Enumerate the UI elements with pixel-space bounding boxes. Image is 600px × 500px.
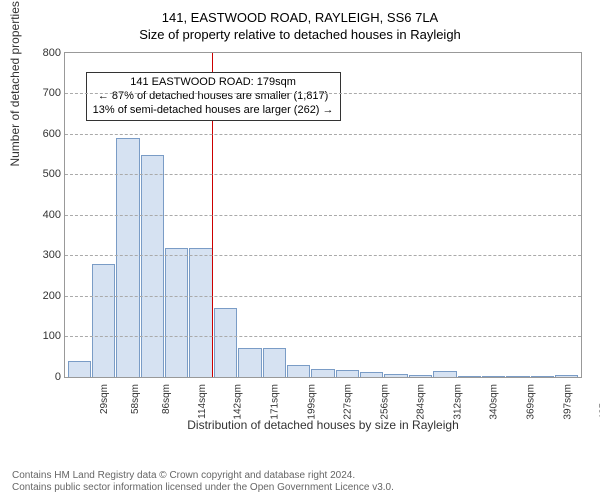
address-title: 141, EASTWOOD ROAD, RAYLEIGH, SS6 7LA (12, 10, 588, 27)
x-ticks-group: 29sqm58sqm86sqm114sqm142sqm171sqm199sqm2… (64, 378, 582, 389)
x-tick-label: 171sqm (270, 384, 281, 420)
y-tick-label: 0 (33, 371, 61, 383)
x-tick-label: 114sqm (196, 384, 207, 419)
x-tick-label: 312sqm (452, 384, 463, 420)
y-tick-label: 600 (33, 128, 61, 140)
x-tick-label: 369sqm (526, 384, 537, 420)
gridline (65, 255, 581, 256)
y-tick-label: 100 (33, 330, 61, 342)
histogram-bar (384, 374, 407, 376)
info-line-2: ← 87% of detached houses are smaller (1,… (93, 90, 334, 104)
y-tick-label: 800 (33, 47, 61, 59)
histogram-bar (336, 370, 359, 377)
chart-container: 141, EASTWOOD ROAD, RAYLEIGH, SS6 7LA Si… (0, 0, 600, 500)
footer-line-1: Contains HM Land Registry data © Crown c… (12, 470, 394, 482)
x-tick-label: 340sqm (489, 384, 500, 420)
gridline (65, 134, 581, 135)
histogram-bar (506, 376, 529, 377)
histogram-bar (214, 308, 237, 377)
y-tick-label: 300 (33, 249, 61, 261)
histogram-bar (311, 369, 334, 377)
histogram-bar (189, 248, 212, 377)
histogram-bar (433, 371, 456, 377)
info-line-1: 141 EASTWOOD ROAD: 179sqm (93, 76, 334, 90)
x-tick-label: 227sqm (343, 384, 354, 420)
y-tick-label: 500 (33, 168, 61, 180)
y-tick-label: 700 (33, 87, 61, 99)
plot-area: 141 EASTWOOD ROAD: 179sqm ← 87% of detac… (64, 52, 582, 378)
footer: Contains HM Land Registry data © Crown c… (12, 470, 394, 494)
x-tick-label: 284sqm (416, 384, 427, 420)
histogram-bar (263, 348, 286, 377)
histogram-bar (287, 365, 310, 377)
histogram-bar (92, 264, 115, 377)
histogram-bar (165, 248, 188, 377)
x-tick-label: 256sqm (379, 384, 390, 420)
histogram-bar (531, 376, 554, 377)
x-tick-label: 142sqm (233, 384, 244, 420)
gridline (65, 93, 581, 94)
histogram-bar (360, 372, 383, 377)
x-axis-label: Distribution of detached houses by size … (64, 418, 582, 432)
footer-line-2: Contains public sector information licen… (12, 482, 394, 494)
gridline (65, 215, 581, 216)
x-tick-label: 199sqm (306, 384, 317, 420)
y-tick-label: 200 (33, 290, 61, 302)
histogram-bar (482, 376, 505, 377)
histogram-bar (238, 348, 261, 377)
gridline (65, 296, 581, 297)
chart-subtitle: Size of property relative to detached ho… (12, 27, 588, 44)
gridline (65, 336, 581, 337)
x-tick-label: 29sqm (99, 384, 110, 414)
gridline (65, 174, 581, 175)
x-tick-label: 397sqm (562, 384, 573, 420)
histogram-bar (555, 375, 578, 377)
histogram-bar (458, 376, 481, 377)
info-box: 141 EASTWOOD ROAD: 179sqm ← 87% of detac… (86, 72, 341, 121)
chart-wrap: Number of detached properties 141 EASTWO… (12, 46, 588, 436)
y-tick-label: 400 (33, 209, 61, 221)
y-axis-label: Number of detached properties (8, 1, 22, 166)
x-tick-label: 86sqm (161, 384, 172, 414)
x-tick-label: 58sqm (130, 384, 141, 414)
plot-inner: 141 EASTWOOD ROAD: 179sqm ← 87% of detac… (64, 52, 582, 378)
info-line-3: 13% of semi-detached houses are larger (… (93, 104, 334, 118)
histogram-bar (409, 375, 432, 377)
histogram-bar (141, 155, 164, 377)
histogram-bar (68, 361, 91, 376)
